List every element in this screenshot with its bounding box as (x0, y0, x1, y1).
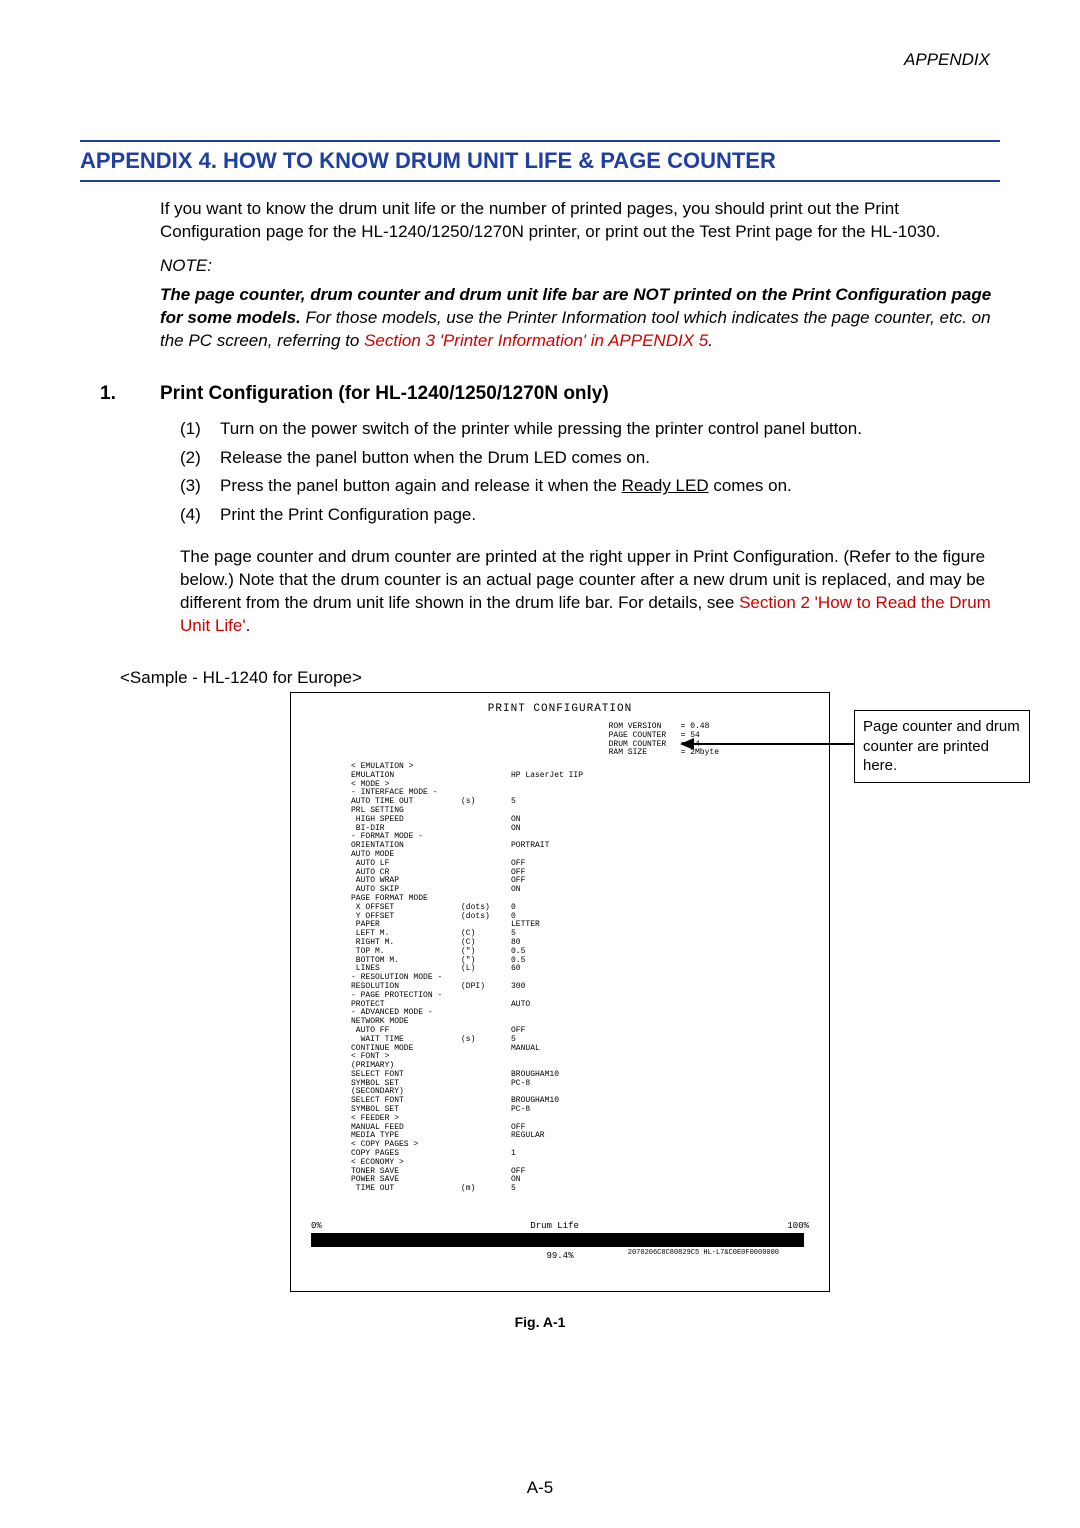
drum-life-labels: 0% Drum Life 100% (311, 1221, 809, 1231)
section-title: Print Configuration (for HL-1240/1250/12… (160, 383, 609, 405)
step-4-text: Print the Print Configuration page. (220, 501, 476, 530)
note-red-link: Section 3 'Printer Information' in APPEN… (364, 331, 708, 350)
config-body: < EMULATION >EMULATIONHP LaserJet IIP< M… (351, 763, 583, 1194)
sample-label: <Sample - HL-1240 for Europe> (120, 668, 1000, 688)
counter-ram-val: = 2Mbyte (681, 749, 719, 758)
counter-ram: RAM SIZE= 2Mbyte (609, 749, 719, 758)
step-4-num: (4) (180, 501, 220, 530)
appendix-title: APPENDIX 4. HOW TO KNOW DRUM UNIT LIFE &… (80, 148, 1000, 174)
step-2-num: (2) (180, 444, 220, 473)
drum-life-bar (311, 1233, 804, 1247)
print-configuration-page: PRINT CONFIGURATION ROM VERSION= 0.48 PA… (290, 692, 830, 1292)
step-1: (1) Turn on the power switch of the prin… (180, 415, 1000, 444)
drum-life-title: Drum Life (530, 1221, 579, 1231)
step-3-t2: comes on. (709, 476, 792, 495)
config-counters: ROM VERSION= 0.48 PAGE COUNTER= 54 DRUM … (609, 723, 719, 758)
callout-arrow-icon (680, 738, 694, 750)
title-bar: APPENDIX 4. HOW TO KNOW DRUM UNIT LIFE &… (80, 140, 1000, 182)
config-line: - PAGE PROTECTION - (351, 992, 583, 1001)
step-4: (4) Print the Print Configuration page. (180, 501, 1000, 530)
config-line: Y OFFSET(dots)0 (351, 913, 583, 922)
section-number: 1. (80, 383, 160, 405)
drum-serial: 2070206C8C80829C5 HL-L7&C0E0F0000000 (628, 1249, 779, 1257)
step-2: (2) Release the panel button when the Dr… (180, 444, 1000, 473)
callout-line (694, 743, 854, 745)
drum-life-left: 0% (311, 1221, 322, 1231)
config-line: TIME OUT(m)5 (351, 1185, 583, 1194)
figure-label: Fig. A-1 (80, 1314, 1000, 1330)
callout-box: Page counter and drum counter are printe… (854, 710, 1030, 783)
drum-life-right: 100% (787, 1221, 809, 1231)
config-title: PRINT CONFIGURATION (291, 703, 829, 715)
sample-area: PRINT CONFIGURATION ROM VERSION= 0.48 PA… (170, 692, 1040, 1302)
config-line: HIGH SPEEDON (351, 816, 583, 825)
section-heading: 1. Print Configuration (for HL-1240/1250… (80, 383, 1000, 405)
note-body: The page counter, drum counter and drum … (160, 284, 1000, 353)
step-3-t1: Press the panel button again and release… (220, 476, 622, 495)
steps-list: (1) Turn on the power switch of the prin… (180, 415, 1000, 531)
step-3-text: Press the panel button again and release… (220, 472, 792, 501)
counter-ram-lbl: RAM SIZE (609, 749, 681, 758)
drum-life-section: 0% Drum Life 100% 99.4% 2070206C8C80829C… (311, 1221, 809, 1261)
step-3-underline: Ready LED (622, 476, 709, 495)
note-trail: . (708, 331, 713, 350)
page-number: A-5 (0, 1478, 1080, 1498)
step-1-text: Turn on the power switch of the printer … (220, 415, 862, 444)
step-3-num: (3) (180, 472, 220, 501)
step-1-num: (1) (180, 415, 220, 444)
para-t2: . (246, 616, 251, 635)
explanation-paragraph: The page counter and drum counter are pr… (180, 546, 1000, 638)
step-3: (3) Press the panel button again and rel… (180, 472, 1000, 501)
intro-paragraph: If you want to know the drum unit life o… (160, 198, 1000, 244)
step-2-text: Release the panel button when the Drum L… (220, 444, 650, 473)
note-label: NOTE: (160, 256, 1000, 276)
header-right: APPENDIX (904, 50, 990, 70)
